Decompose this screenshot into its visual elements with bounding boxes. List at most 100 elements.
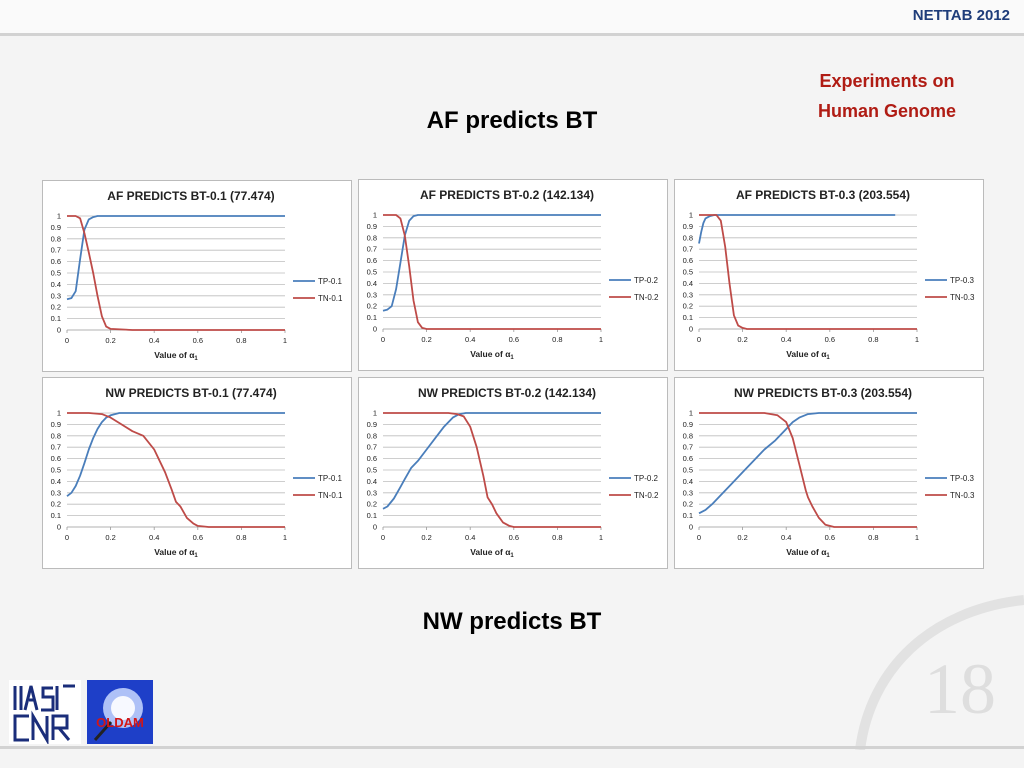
x-tick-label: 0.6 <box>193 336 203 345</box>
chart-nw-0-1: NW PREDICTS BT-0.1 (77.474) 0 0.1 0.2 0.3 0.4… <box>42 377 352 569</box>
x-tick-label: 0.8 <box>868 335 878 344</box>
y-tick-label: 0 <box>689 523 693 532</box>
y-tick-label: 0.6 <box>367 454 377 463</box>
legend-label: TP-0.1 <box>318 474 343 483</box>
chart-af-0-2: AF PREDICTS BT-0.2 (142.134) 0 0.1 0.2 0.3 0.… <box>358 179 668 371</box>
conference-label: NETTAB 2012 <box>912 7 1010 24</box>
y-tick-label: 0.5 <box>367 466 377 475</box>
x-tick-label: 1 <box>915 335 919 344</box>
x-axis-label: Value of α1 <box>154 547 198 559</box>
y-tick-label: 0.7 <box>683 245 693 254</box>
x-tick-label: 0 <box>697 335 701 344</box>
y-tick-label: 0.2 <box>367 302 377 311</box>
af-heading: AF predicts BT <box>426 107 598 134</box>
chart-title: NW PREDICTS BT-0.1 (77.474) <box>105 386 276 400</box>
y-tick-label: 0.8 <box>367 233 377 242</box>
x-tick-label: 1 <box>915 533 919 542</box>
legend-label: TN-0.1 <box>318 294 343 303</box>
x-axis-label: Value of α1 <box>154 350 198 362</box>
legend-label: TN-0.2 <box>634 293 659 302</box>
y-tick-label: 0.7 <box>51 443 61 452</box>
slide-subtitle: Experiments on Human Genome <box>792 66 982 126</box>
y-tick-label: 0.8 <box>683 233 693 242</box>
legend-label: TP-0.1 <box>318 277 343 286</box>
y-tick-label: 0.3 <box>367 488 377 497</box>
y-tick-label: 0.5 <box>51 269 61 278</box>
y-tick-label: 0.9 <box>51 420 61 429</box>
y-tick-label: 0.3 <box>367 290 377 299</box>
x-tick-label: 0.4 <box>781 335 791 344</box>
oldam-logo: OLDAM <box>87 680 153 744</box>
y-tick-label: 0.1 <box>683 511 693 520</box>
page-number: 18 <box>924 649 996 729</box>
y-tick-label: 0.8 <box>51 234 61 243</box>
y-tick-label: 0.7 <box>51 246 61 255</box>
y-tick-label: 0.2 <box>51 500 61 509</box>
x-tick-label: 0.4 <box>781 533 791 542</box>
y-tick-label: 0.9 <box>683 222 693 231</box>
x-tick-label: 0.4 <box>465 533 475 542</box>
chart-svg: AF PREDICTS BT-0.2 (142.134) 0 0.1 0.2 0.3 0.… <box>367 188 659 361</box>
chart-nw-0-2: NW PREDICTS BT-0.2 (142.134) 0 0.1 0.2 0.3 0.… <box>358 377 668 569</box>
tn-series-line <box>383 214 601 330</box>
y-tick-label: 0.1 <box>683 313 693 322</box>
y-tick-label: 0.3 <box>683 488 693 497</box>
header-divider <box>0 33 1024 36</box>
legend-label: TN-0.2 <box>634 491 659 500</box>
y-tick-label: 0.2 <box>683 500 693 509</box>
y-tick-label: 0.8 <box>51 431 61 440</box>
chart-title: AF PREDICTS BT-0.2 (142.134) <box>420 188 594 202</box>
y-tick-label: 0.9 <box>367 420 377 429</box>
x-tick-label: 1 <box>283 336 287 345</box>
iasi-cnr-logo <box>9 680 81 746</box>
y-tick-label: 1 <box>373 211 377 220</box>
chart-nw-0-3: NW PREDICTS BT-0.3 (203.554) 0 0.1 0.2 0.3 0.… <box>674 377 984 569</box>
decorative-arc <box>855 595 1024 750</box>
tp-series-line <box>66 215 285 301</box>
tp-series-line <box>66 412 285 497</box>
y-tick-label: 0.4 <box>51 477 61 486</box>
y-tick-label: 1 <box>689 211 693 220</box>
y-tick-label: 0.5 <box>683 466 693 475</box>
y-tick-label: 0.1 <box>51 314 61 323</box>
y-tick-label: 1 <box>57 212 61 221</box>
y-tick-label: 0.1 <box>367 313 377 322</box>
tn-series-line <box>383 412 601 528</box>
iasi-cnr-logo-graphic <box>13 684 75 746</box>
chart-title: AF PREDICTS BT-0.3 (203.554) <box>736 188 910 202</box>
y-tick-label: 0.7 <box>367 443 377 452</box>
x-axis-label: Value of α1 <box>786 547 830 559</box>
y-tick-label: 0.4 <box>51 280 61 289</box>
x-axis-label: Value of α1 <box>786 349 830 361</box>
y-tick-label: 0.6 <box>683 454 693 463</box>
y-tick-label: 0.9 <box>683 420 693 429</box>
y-tick-label: 0.9 <box>367 222 377 231</box>
x-tick-label: 0.8 <box>236 533 246 542</box>
y-tick-label: 0.4 <box>367 477 377 486</box>
y-tick-label: 0.2 <box>683 302 693 311</box>
x-axis-label: Value of α1 <box>470 547 514 559</box>
legend-label: TP-0.3 <box>950 474 975 483</box>
y-tick-label: 1 <box>689 409 693 418</box>
footer-divider <box>0 746 1024 749</box>
legend-label: TN-0.3 <box>950 491 975 500</box>
y-tick-label: 0.5 <box>683 268 693 277</box>
chart-af-0-3: AF PREDICTS BT-0.3 (203.554) 0 0.1 0.2 0.3 0.… <box>674 179 984 371</box>
tp-series-line <box>382 214 601 312</box>
x-tick-label: 0 <box>697 533 701 542</box>
y-tick-label: 0.4 <box>683 477 693 486</box>
y-tick-label: 0 <box>373 523 377 532</box>
y-tick-label: 0.2 <box>367 500 377 509</box>
tn-series-line <box>699 412 917 528</box>
x-tick-label: 0.2 <box>421 335 431 344</box>
x-tick-label: 0.4 <box>149 533 159 542</box>
legend-label: TP-0.3 <box>950 276 975 285</box>
x-tick-label: 1 <box>599 533 603 542</box>
x-tick-label: 0.4 <box>149 336 159 345</box>
chart-title: AF PREDICTS BT-0.1 (77.474) <box>107 189 274 203</box>
y-tick-label: 0.2 <box>51 303 61 312</box>
x-tick-label: 0.8 <box>552 335 562 344</box>
x-tick-label: 0 <box>65 336 69 345</box>
legend-label: TN-0.3 <box>950 293 975 302</box>
x-tick-label: 0.2 <box>105 336 115 345</box>
